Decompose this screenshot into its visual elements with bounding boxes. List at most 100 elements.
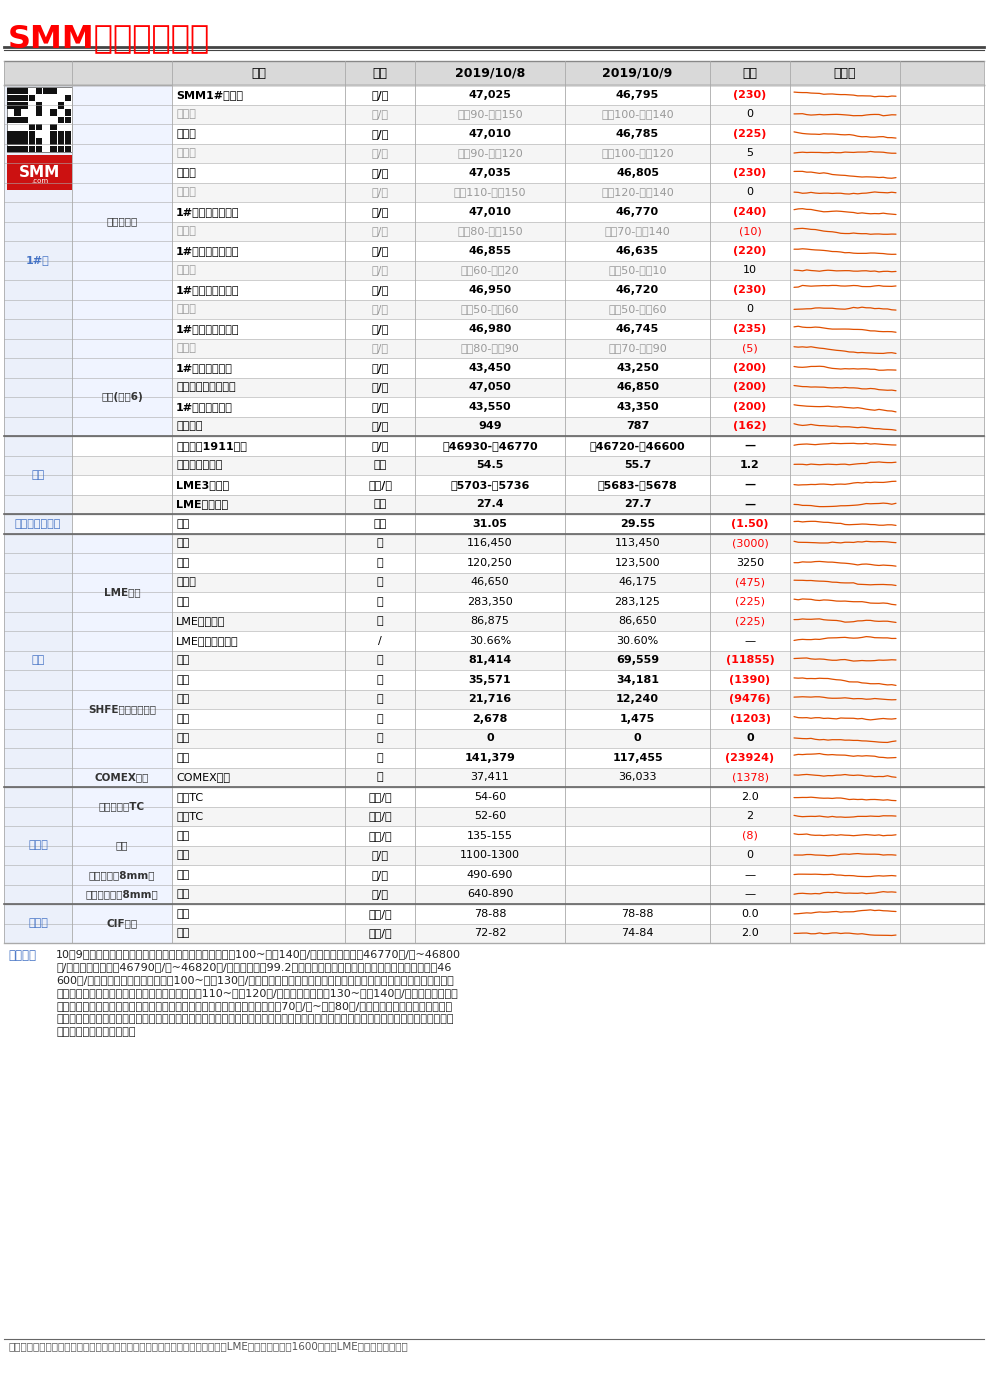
Text: 43,450: 43,450 xyxy=(468,363,512,373)
Text: 美元/吨: 美元/吨 xyxy=(369,831,392,841)
Text: 46,855: 46,855 xyxy=(468,246,512,255)
Bar xyxy=(4,514,72,533)
Bar xyxy=(4,124,984,144)
Bar xyxy=(50,138,57,145)
Text: (230): (230) xyxy=(733,90,767,99)
Bar xyxy=(4,377,984,396)
Text: (230): (230) xyxy=(733,284,767,294)
Bar xyxy=(4,905,72,943)
Bar xyxy=(65,138,71,145)
Bar xyxy=(14,138,21,145)
Text: 备注：上期所各地库存、保税库库存为每周五（加粗）更新；加工费月度更新；LME期货价格为当日1600价格；LME库存为前一日库存: 备注：上期所各地库存、保税库库存为每周五（加粗）更新；加工费月度更新；LME期货… xyxy=(8,1341,408,1351)
Text: 升水90-升水150: 升水90-升水150 xyxy=(457,109,523,119)
Bar xyxy=(29,124,36,130)
Bar xyxy=(4,436,72,514)
Text: 合计: 合计 xyxy=(176,753,190,762)
Text: 期盘: 期盘 xyxy=(32,470,44,481)
Bar xyxy=(22,95,28,101)
Bar xyxy=(4,221,984,242)
Bar xyxy=(43,88,49,94)
Text: 1#铜: 1#铜 xyxy=(26,255,49,265)
Text: (5): (5) xyxy=(742,344,758,354)
Text: 美元/吨: 美元/吨 xyxy=(369,791,392,802)
Text: 600元/吨一线。早市持货商报价升水100~升水130元/吨，市场在贸易商的引领下询盘积极，主动性买盘明显增加，早市一轮: 600元/吨一线。早市持货商报价升水100~升水130元/吨，市场在贸易商的引领… xyxy=(56,975,453,985)
Text: 5: 5 xyxy=(747,148,754,159)
Bar xyxy=(22,116,28,123)
Text: 升水铜: 升水铜 xyxy=(176,167,196,178)
Text: 仓单: 仓单 xyxy=(176,909,190,918)
Text: 55.7: 55.7 xyxy=(623,460,651,471)
Text: 元/吨: 元/吨 xyxy=(371,383,388,392)
Bar xyxy=(4,807,984,826)
Text: 30.60%: 30.60% xyxy=(617,635,659,646)
Text: 元/吨: 元/吨 xyxy=(371,363,388,373)
Text: (1203): (1203) xyxy=(729,714,771,724)
Text: 升水90-升水120: 升水90-升水120 xyxy=(457,148,523,159)
Text: 华东: 华东 xyxy=(176,889,190,899)
Text: 46,980: 46,980 xyxy=(468,323,512,334)
Text: 0: 0 xyxy=(486,733,494,743)
Bar xyxy=(50,109,57,116)
Text: (475): (475) xyxy=(735,577,765,587)
Bar xyxy=(7,138,14,145)
Text: (200): (200) xyxy=(733,383,767,392)
Bar xyxy=(72,865,172,884)
Text: 元/吨: 元/吨 xyxy=(371,402,388,412)
Text: 吨: 吨 xyxy=(376,675,383,685)
Text: 52-60: 52-60 xyxy=(474,811,506,822)
Text: (1390): (1390) xyxy=(729,675,771,685)
Text: 35,571: 35,571 xyxy=(468,675,512,685)
Text: .com: .com xyxy=(31,178,48,184)
Bar xyxy=(14,88,21,94)
Text: 43,250: 43,250 xyxy=(617,363,659,373)
Text: 1#光亮废铜广东: 1#光亮废铜广东 xyxy=(176,363,233,373)
Text: 上海: 上海 xyxy=(176,655,190,666)
Text: ，逢低吸引下游入市，买货需求明显改善，低升水货源仍有吸引力，贸易商再推升水意犹未尽，今日买盘贡献为贸易商引领，若盘面继续: ，逢低吸引下游入市，买货需求明显改善，低升水货源仍有吸引力，贸易商再推升水意犹未… xyxy=(56,1014,453,1023)
Text: 2019/10/8: 2019/10/8 xyxy=(454,66,526,80)
Text: 0: 0 xyxy=(747,188,754,197)
Text: 贴水50-贴水10: 贴水50-贴水10 xyxy=(609,265,667,275)
Text: (23924): (23924) xyxy=(725,753,775,762)
Text: 0: 0 xyxy=(746,733,754,743)
Text: 美元/吨: 美元/吨 xyxy=(369,909,392,918)
Bar xyxy=(7,102,14,109)
Text: 36,033: 36,033 xyxy=(618,772,657,782)
Text: (235): (235) xyxy=(733,323,767,334)
Bar xyxy=(4,514,984,533)
Bar xyxy=(65,145,71,152)
Bar xyxy=(4,494,984,514)
Text: 72-82: 72-82 xyxy=(474,928,506,938)
Text: 开46930-收46770: 开46930-收46770 xyxy=(443,441,537,450)
Text: 元/吨: 元/吨 xyxy=(371,128,388,138)
Text: (220): (220) xyxy=(733,246,767,255)
Text: SMM: SMM xyxy=(19,164,60,180)
Text: (162): (162) xyxy=(733,421,767,431)
Text: SMM1#电解铜: SMM1#电解铜 xyxy=(176,90,243,99)
Text: 490-690: 490-690 xyxy=(466,870,513,880)
Bar xyxy=(4,61,984,86)
Bar xyxy=(50,124,57,130)
Text: LME注销仓单比例: LME注销仓单比例 xyxy=(176,635,239,646)
Bar xyxy=(57,138,64,145)
Text: 单位: 单位 xyxy=(372,66,387,80)
Bar xyxy=(7,155,72,191)
Bar xyxy=(4,924,984,943)
Text: 3250: 3250 xyxy=(736,558,764,568)
Bar xyxy=(7,88,14,94)
Text: 变化: 变化 xyxy=(743,66,758,80)
Text: 1#光亮铜线天津: 1#光亮铜线天津 xyxy=(176,402,233,412)
Text: 0: 0 xyxy=(747,109,754,119)
Text: —: — xyxy=(744,500,756,510)
Text: 2019/10/9: 2019/10/9 xyxy=(603,66,673,80)
Bar xyxy=(72,884,172,905)
Bar xyxy=(14,145,21,152)
Text: 46,805: 46,805 xyxy=(616,167,659,178)
Bar xyxy=(14,109,21,116)
Text: 吨: 吨 xyxy=(376,577,383,587)
Text: 漆包线铜杆（8mm）: 漆包线铜杆（8mm） xyxy=(86,889,158,899)
Bar xyxy=(4,182,984,202)
Text: 升贴水: 升贴水 xyxy=(176,226,196,236)
Text: 1#电解铜（华北）: 1#电解铜（华北） xyxy=(176,246,239,255)
Bar xyxy=(4,202,984,221)
Text: 元/吨: 元/吨 xyxy=(371,344,388,354)
